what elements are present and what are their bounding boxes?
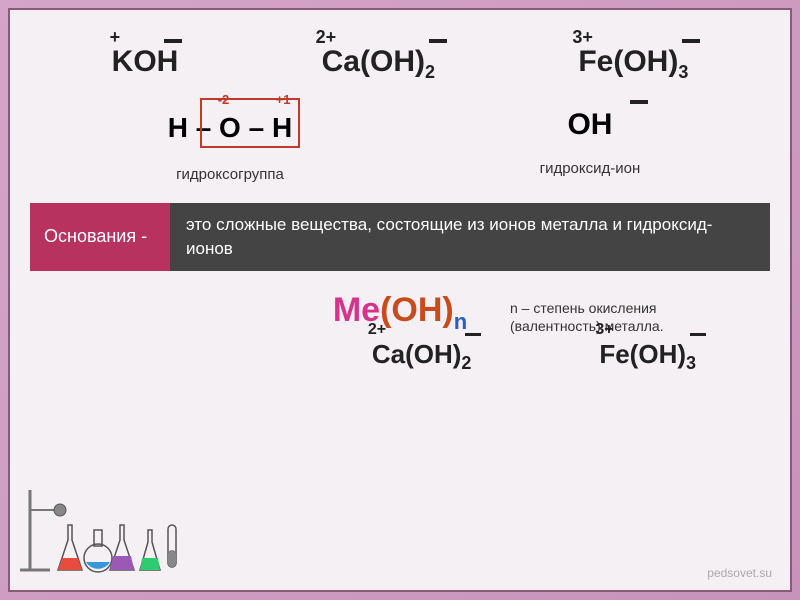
formula-text: Fe(OH) <box>599 339 686 369</box>
oh-block: OH гидроксид-ион <box>540 108 641 177</box>
hydroxide-ion-label: гидроксид-ион <box>540 160 641 177</box>
general-formula-row: Me(OH)n n – степень окисления (валентнос… <box>40 291 760 335</box>
oh-part: (OH) <box>380 291 454 329</box>
formula-koh: + KOH <box>112 45 179 83</box>
hoh-block: -2 +1 H – O – H гидроксогруппа <box>160 108 300 183</box>
definition-text: это сложные вещества, состоящие из ионов… <box>170 203 770 271</box>
formula-caoh2: 2+ Ca(OH)2 <box>322 45 435 83</box>
formula-caoh2-bottom: 2+ Ca(OH)2 <box>372 339 472 374</box>
subscript: 3 <box>678 62 688 82</box>
formulas-row-2: -2 +1 H – O – H гидроксогруппа OH гидрок… <box>40 108 760 183</box>
formula-text: KOH <box>112 45 179 78</box>
formulas-row-1: + KOH 2+ Ca(OH)2 3+ Fe(OH)3 <box>40 45 760 83</box>
minus-bar-icon <box>682 39 700 43</box>
formula-text: Ca(OH) <box>322 45 425 78</box>
minus-bar-icon <box>429 39 447 43</box>
definition-label: Основания - <box>30 203 170 271</box>
subscript: 2 <box>461 354 471 374</box>
formula-text: Ca(OH) <box>372 339 462 369</box>
redbox-icon <box>200 98 300 148</box>
charge-2plus: 2+ <box>368 321 386 339</box>
subscript: 2 <box>425 62 435 82</box>
charge-plus: + <box>110 27 121 48</box>
watermark: pedsovet.su <box>707 566 772 580</box>
charge-3plus: 3+ <box>595 321 613 339</box>
formula-feoh3-bottom: 3+ Fe(OH)3 <box>599 339 696 374</box>
hydroxo-label: гидроксогруппа <box>160 166 300 183</box>
charge-3plus: 3+ <box>572 27 593 48</box>
minus-bar-icon <box>465 333 481 336</box>
formulas-row-last: 2+ Ca(OH)2 3+ Fe(OH)3 <box>40 339 760 374</box>
charge-2plus: 2+ <box>316 27 337 48</box>
hoh-formula: -2 +1 H – O – H <box>160 108 300 148</box>
n-subscript: n <box>454 308 467 333</box>
oh-text: OH <box>567 108 612 141</box>
minus-bar-icon <box>630 100 648 104</box>
minus-bar-icon <box>690 333 706 336</box>
slide-panel: + KOH 2+ Ca(OH)2 3+ Fe(OH)3 -2 +1 H – O … <box>8 8 792 592</box>
flasks-icon <box>20 470 180 580</box>
n-explanation: n – степень окисления (валентность) мета… <box>510 299 730 335</box>
definition-row: Основания - это сложные вещества, состоя… <box>30 203 770 271</box>
oh-formula: OH <box>540 108 641 142</box>
minus-bar-icon <box>164 39 182 43</box>
subscript: 3 <box>686 354 696 374</box>
me-oh-n-formula: Me(OH)n <box>333 291 467 335</box>
formula-text: Fe(OH) <box>578 45 678 78</box>
formula-feoh3: 3+ Fe(OH)3 <box>578 45 688 83</box>
